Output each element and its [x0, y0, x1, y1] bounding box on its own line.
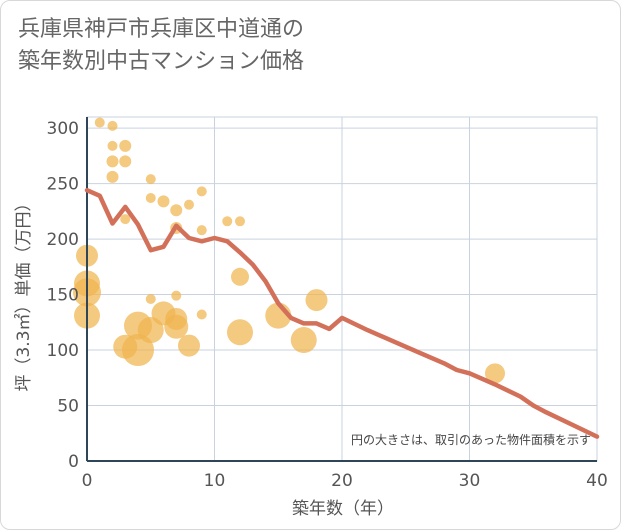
x-tick-label: 20 [331, 471, 353, 491]
bubble-point [231, 267, 249, 286]
x-tick-label: 0 [82, 471, 93, 491]
bubble-point [145, 174, 156, 185]
y-tick-label: 300 [47, 119, 79, 139]
y-tick-label: 0 [68, 452, 79, 472]
y-tick-label: 200 [47, 230, 79, 250]
bubble-point [235, 216, 245, 227]
bubble-point [485, 363, 505, 384]
bubble-point [184, 199, 194, 210]
y-axis-label: 坪（3.3㎡）単価（万円） [14, 194, 34, 391]
x-tick-label: 10 [204, 471, 226, 491]
bubble-point [196, 225, 207, 236]
bubble-point [164, 314, 189, 339]
y-tick-label: 50 [57, 397, 79, 417]
bubble-point [145, 293, 156, 304]
x-tick-label: 30 [459, 471, 481, 491]
trend-series [84, 187, 600, 439]
axes [86, 117, 597, 462]
bubble-series [73, 117, 505, 384]
x-tick-label: 40 [586, 471, 608, 491]
y-tick-label: 150 [47, 286, 79, 306]
chart-title-line-1: 兵庫県神戸市兵庫区中道通の [18, 17, 305, 42]
bubble-point [170, 204, 183, 217]
bubble-point [120, 214, 131, 225]
bubble-point [305, 289, 328, 312]
bubble-point [119, 139, 132, 152]
chart-title-line-2: 築年数別中古マンション価格 [18, 49, 305, 74]
y-tick-label: 100 [47, 341, 79, 361]
bubble-point [145, 193, 156, 204]
bubble-point [107, 140, 118, 151]
size-legend-note: 円の大きさは、取引のあった物件面積を示す [351, 432, 591, 447]
bubble-point [227, 319, 253, 346]
chart-title: 兵庫県神戸市兵庫区中道通の 築年数別中古マンション価格 [18, 14, 304, 78]
bubble-point [222, 216, 233, 227]
bubble-point [290, 327, 317, 354]
bubble-point [196, 186, 207, 197]
bubble-point [196, 309, 207, 320]
bubble-point [178, 334, 200, 357]
bubble-point [106, 170, 119, 183]
bubble-point [94, 117, 105, 128]
x-axis-label: 築年数（年） [292, 499, 394, 519]
grid-lines [86, 116, 598, 462]
bubble-point [122, 334, 154, 367]
bubble-point [119, 155, 132, 168]
tick-labels: 0 10 20 30 40 0 50 100 150 200 250 300 [47, 119, 608, 491]
bubble-point [107, 120, 118, 131]
bubble-point [106, 155, 119, 168]
trend-line [84, 187, 600, 439]
y-tick-label: 250 [47, 175, 79, 195]
bubble-point [157, 195, 170, 208]
bubble-point [171, 290, 182, 301]
